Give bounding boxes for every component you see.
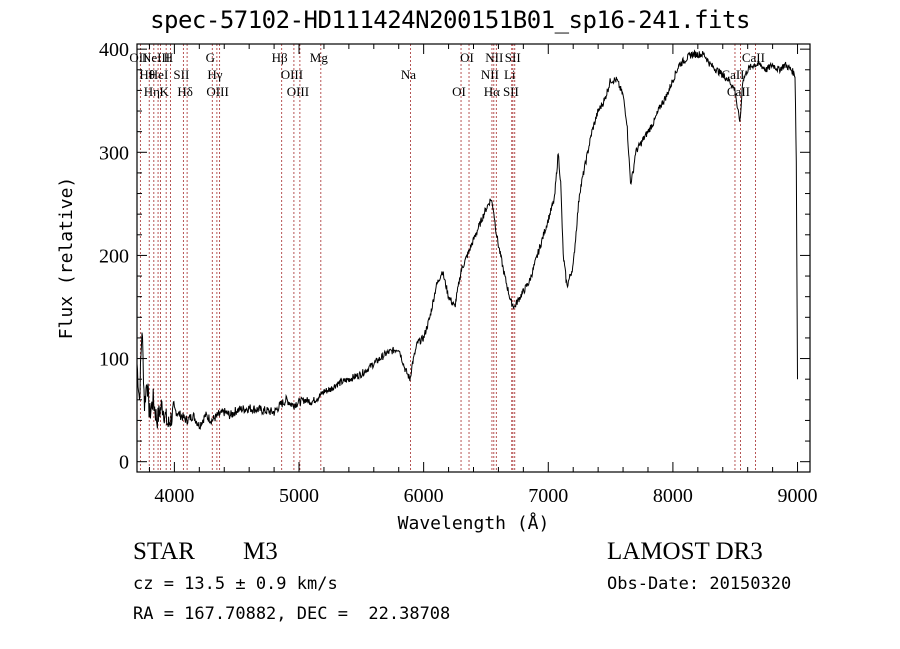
line-marker-label: Hθ	[139, 67, 155, 82]
line-marker-label: G	[206, 50, 215, 65]
y-tick-label: 0	[119, 452, 129, 474]
x-tick-label: 9000	[778, 485, 818, 507]
line-marker-label: NII	[485, 50, 503, 65]
line-marker-label: OIII	[206, 84, 228, 99]
plot-frame	[136, 43, 811, 473]
subclass-label: M3	[243, 538, 278, 565]
survey-label: LAMOST DR3	[607, 538, 763, 565]
redshift-text: cz = 13.5 ± 0.9 km/s	[133, 574, 338, 594]
line-marker-label: Mg	[310, 50, 329, 65]
series-layer	[136, 49, 798, 431]
y-axis-label: Flux (relative)	[56, 177, 77, 340]
line-marker-label: NII	[481, 67, 499, 82]
line-marker-label: Hδ	[177, 84, 193, 99]
line-marker-label: Hβ	[272, 50, 288, 65]
line-marker-label: OIII	[287, 84, 309, 99]
line-marker-label: Hγ	[207, 67, 222, 82]
obs-date-text: Obs-Date: 20150320	[607, 574, 792, 594]
line-marker-label: SII	[503, 84, 519, 99]
x-axis-label: Wavelength (Å)	[398, 512, 550, 534]
line-marker-label: Li	[504, 67, 516, 82]
y-tick-label: 100	[99, 349, 129, 371]
y-tick-label: 400	[99, 39, 129, 61]
chart-title: spec-57102-HD111424N200151B01_sp16-241.f…	[150, 6, 750, 34]
line-marker-label: HeI	[149, 67, 169, 82]
line-marker-label: OIII	[281, 67, 303, 82]
x-tick-label: 4000	[154, 485, 194, 507]
line-marker-label: CaII	[727, 84, 750, 99]
x-tick-label: 6000	[404, 485, 444, 507]
ticks-layer	[137, 44, 810, 472]
line-marker-label: OI	[452, 84, 466, 99]
x-tick-label: 8000	[653, 485, 693, 507]
line-marker-label: CaII	[721, 67, 744, 82]
line-marker-label: Hα	[484, 84, 500, 99]
x-tick-label: 5000	[279, 485, 319, 507]
line-marker-label: Na	[401, 67, 416, 82]
line-marker-label: H	[164, 50, 173, 65]
emission-lines-layer	[139, 44, 756, 472]
y-tick-label: 200	[99, 245, 129, 267]
class-label: STAR	[133, 538, 195, 565]
line-marker-label: SII	[173, 67, 189, 82]
x-tick-label: 7000	[528, 485, 568, 507]
spectrum-line	[136, 49, 798, 431]
y-tick-label: 300	[99, 142, 129, 164]
line-marker-label: Hη	[144, 84, 160, 99]
line-marker-label: OI	[460, 50, 474, 65]
line-marker-label: K	[159, 84, 169, 99]
line-marker-label: OII	[129, 50, 147, 65]
line-marker-label: NeIII	[142, 50, 170, 65]
coords-text: RA = 167.70882, DEC = 22.38708	[133, 604, 451, 624]
labels-layer: OIIHθHηNeIIIHeIKHSIIHδGHγOIIIHβOIIIOIIIM…	[56, 39, 818, 534]
line-marker-label: SII	[505, 50, 521, 65]
line-marker-label: CaII	[742, 50, 765, 65]
